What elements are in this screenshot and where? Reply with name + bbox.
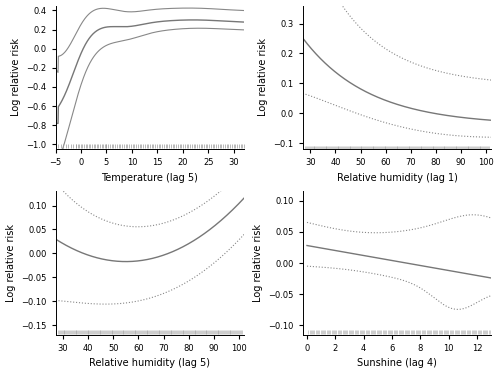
Y-axis label: Log relative risk: Log relative risk [253,224,263,302]
X-axis label: Relative humidity (lag 5): Relative humidity (lag 5) [90,358,210,368]
X-axis label: Sunshine (lag 4): Sunshine (lag 4) [357,358,437,368]
Y-axis label: Log relative risk: Log relative risk [258,39,268,116]
Y-axis label: Log relative risk: Log relative risk [6,224,16,302]
X-axis label: Temperature (lag 5): Temperature (lag 5) [102,173,198,183]
X-axis label: Relative humidity (lag 1): Relative humidity (lag 1) [336,173,458,183]
Y-axis label: Log relative risk: Log relative risk [10,39,20,116]
